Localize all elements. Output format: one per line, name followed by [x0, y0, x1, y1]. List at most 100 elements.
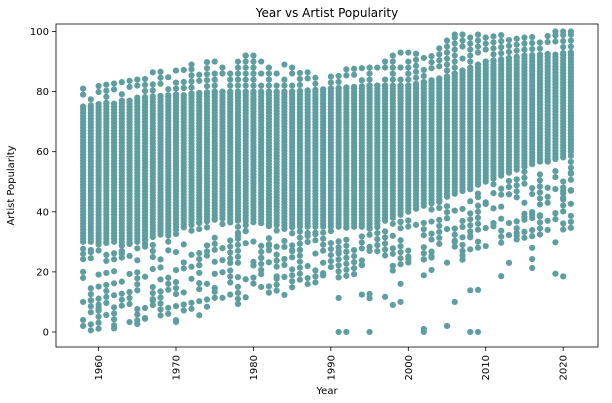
scatter-point	[420, 54, 427, 62]
scatter-point	[536, 171, 544, 178]
scatter-point	[397, 298, 404, 306]
scatter-point	[196, 219, 203, 227]
scatter-point	[505, 259, 513, 266]
scatter-point	[552, 51, 559, 58]
scatter-point	[219, 88, 226, 95]
scatter-point	[258, 248, 265, 255]
scatter-point	[420, 244, 427, 251]
x-tick-label: 2010	[481, 355, 492, 380]
scatter-point	[203, 59, 211, 66]
scatter-point	[196, 286, 203, 293]
scatter-point	[165, 286, 172, 293]
scatter-point	[296, 258, 303, 265]
scatter-point	[265, 235, 273, 242]
y-axis: 0 20 40 60 80 100	[30, 27, 56, 338]
scatter-point	[474, 202, 482, 209]
scatter-point	[505, 48, 513, 56]
scatter-point	[188, 227, 195, 234]
scatter-point	[436, 240, 443, 248]
scatter-point	[157, 276, 164, 283]
scatter-point	[451, 243, 458, 250]
scatter-point	[304, 274, 311, 282]
scatter-point	[420, 219, 427, 227]
scatter-point	[219, 269, 226, 276]
scatter-point	[521, 213, 528, 220]
scatter-point	[467, 64, 474, 71]
scatter-point	[141, 75, 149, 83]
scatter-point	[172, 248, 180, 256]
scatter-point	[126, 300, 133, 308]
scatter-point	[521, 34, 528, 41]
y-tick-label: 100	[30, 27, 49, 38]
scatter-point	[196, 225, 203, 233]
scatter-point	[467, 186, 474, 193]
scatter-point	[289, 64, 296, 71]
scatter-point	[265, 247, 273, 254]
scatter-point	[567, 28, 575, 35]
scatter-point	[134, 275, 141, 282]
scatter-point	[451, 207, 458, 214]
scatter-point	[265, 289, 273, 296]
scatter-point	[134, 320, 141, 328]
scatter-point	[443, 322, 451, 330]
scatter-point	[498, 233, 505, 240]
scatter-point	[196, 262, 203, 269]
scatter-point	[351, 83, 358, 90]
scatter-point	[381, 246, 389, 253]
scatter-point	[428, 59, 435, 66]
scatter-point	[505, 177, 513, 185]
scatter-point	[157, 306, 164, 313]
scatter-point	[80, 268, 87, 275]
scatter-point	[521, 199, 528, 206]
scatter-point	[405, 49, 412, 56]
scatter-point	[265, 88, 273, 95]
scatter-point	[180, 301, 187, 308]
scatter-point	[126, 77, 133, 84]
scatter-point	[474, 61, 482, 68]
scatter-point	[366, 295, 373, 302]
scatter-point	[397, 237, 404, 244]
scatter-point	[203, 77, 211, 84]
scatter-point	[180, 259, 187, 266]
scatter-point	[560, 28, 567, 35]
scatter-point	[126, 270, 133, 278]
scatter-point	[157, 300, 164, 307]
scatter-point	[234, 283, 242, 291]
scatter-point	[443, 43, 451, 50]
scatter-point	[227, 259, 234, 267]
scatter-point	[234, 253, 242, 260]
scatter-point	[544, 226, 551, 234]
scatter-point	[335, 274, 342, 281]
scatter-point	[234, 70, 242, 77]
scatter-point	[443, 259, 451, 266]
scatter-point	[149, 93, 156, 100]
scatter-point	[443, 203, 451, 210]
scatter-point	[180, 265, 187, 272]
scatter-point	[560, 194, 567, 201]
scatter-point	[203, 280, 211, 287]
scatter-point	[459, 247, 466, 255]
scatter-point	[397, 225, 404, 232]
scatter-point	[265, 223, 273, 230]
scatter-point	[521, 46, 528, 53]
scatter-point	[405, 82, 412, 89]
scatter-point	[110, 80, 118, 87]
scatter-point	[87, 309, 94, 316]
scatter-point	[227, 267, 234, 274]
chart-title: Year vs Artist Popularity	[255, 6, 398, 20]
scatter-point	[513, 47, 520, 54]
scatter-point	[172, 291, 180, 298]
scatter-point	[412, 221, 420, 228]
scatter-point	[273, 263, 280, 270]
scatter-point	[103, 93, 110, 100]
x-tick-label: 1960	[94, 355, 105, 380]
scatter-point	[281, 261, 288, 269]
scatter-point	[389, 76, 396, 83]
scatter-point	[110, 250, 118, 257]
scatter-point	[95, 271, 102, 278]
scatter-point	[234, 232, 242, 239]
scatter-point	[513, 194, 520, 201]
scatter-point	[165, 232, 172, 239]
scatter-point	[420, 272, 427, 279]
scatter-point	[188, 78, 195, 85]
